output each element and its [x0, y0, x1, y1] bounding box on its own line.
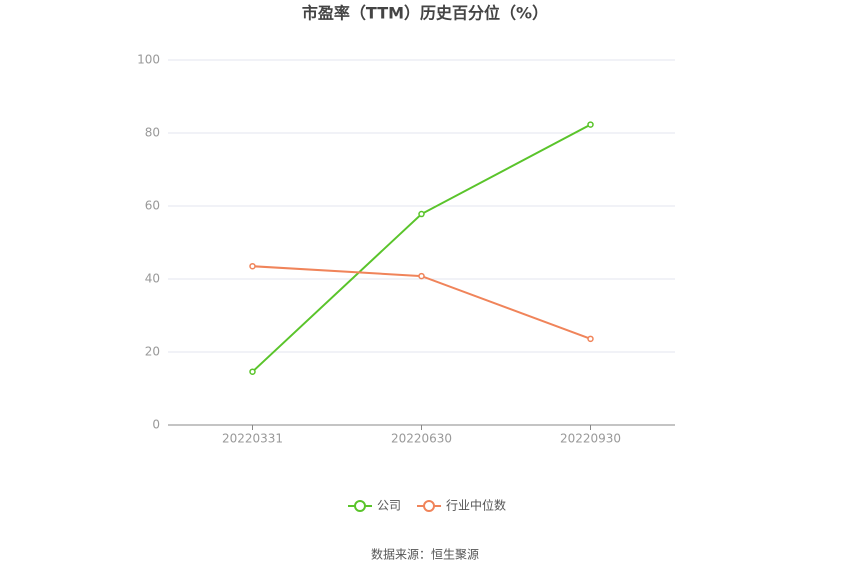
- y-tick-label: 20: [145, 345, 160, 359]
- y-tick-label: 100: [137, 53, 160, 67]
- y-tick-label: 60: [145, 199, 160, 213]
- data-point: [587, 335, 594, 343]
- data-point: [587, 121, 594, 128]
- data-point: [249, 262, 256, 270]
- legend-marker: [423, 500, 436, 512]
- source-note: 数据来源：恒生聚源: [371, 547, 479, 562]
- chart-title: 市盈率（TTM）历史百分位（%）: [302, 4, 548, 23]
- x-tick-label: 20220930: [560, 432, 621, 446]
- data-point: [249, 368, 256, 375]
- legend-label: 公司: [377, 499, 401, 513]
- data-point: [418, 210, 425, 218]
- series-line: [251, 123, 591, 373]
- y-tick-label: 0: [152, 418, 160, 432]
- y-tick-label: 80: [145, 126, 160, 140]
- legend-marker: [354, 500, 366, 512]
- legend-label: 行业中位数: [446, 498, 506, 513]
- y-tick-label: 40: [145, 272, 160, 286]
- data-point: [418, 272, 425, 280]
- x-tick-label: 20220331: [222, 432, 283, 446]
- x-tick-label: 20220630: [391, 432, 452, 446]
